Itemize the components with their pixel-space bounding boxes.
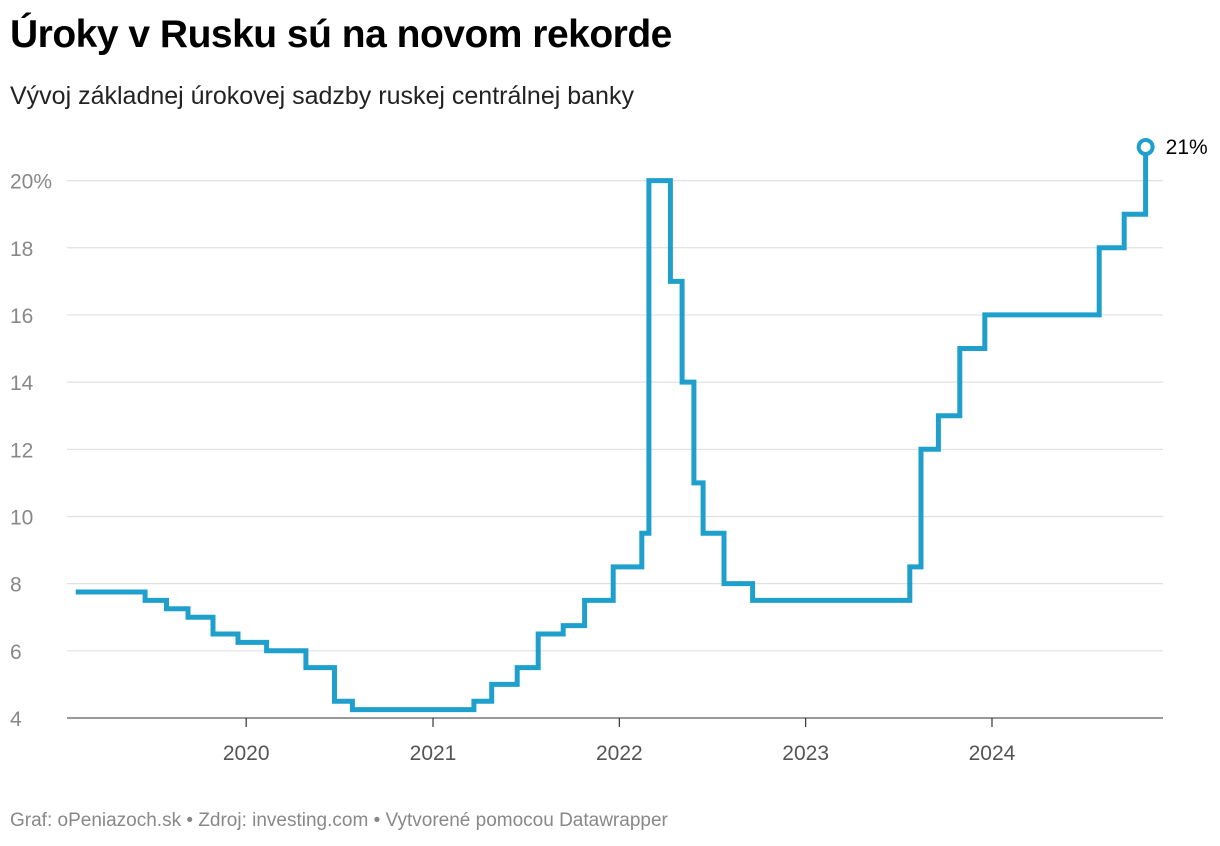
x-tick-label: 2020	[223, 742, 270, 765]
end-point-marker	[1136, 138, 1155, 156]
chart-subtitle: Vývoj základnej úrokovej sadzby ruskej c…	[10, 82, 634, 110]
y-tick-label: 6	[10, 641, 22, 664]
y-tick-label: 14	[10, 372, 34, 395]
y-tick-label: 10	[10, 506, 33, 529]
end-value-label: 21%	[1166, 136, 1208, 159]
x-axis	[245, 718, 993, 727]
label-layer: 4 6 8 10 12 14 16 18 20% 2020 2021 2022 2023 2024 21%	[10, 136, 1208, 765]
y-tick-label: 16	[10, 305, 33, 328]
policy-rate-line	[75, 147, 1149, 713]
x-tick-label: 2024	[969, 742, 1016, 765]
y-tick-label: 12	[10, 439, 33, 462]
line-chart: 4 6 8 10 12 14 16 18 20% 2020 2021 2022 2023 2024 21%	[10, 136, 1208, 765]
y-tick-label: 4	[10, 708, 22, 731]
y-tick-label: 8	[10, 574, 22, 597]
x-tick-label: 2021	[410, 742, 457, 765]
chart-footer: Graf: oPeniazoch.sk • Zdroj: investing.c…	[10, 810, 668, 831]
x-tick-label: 2022	[596, 742, 643, 765]
grid-layer	[67, 179, 1163, 719]
y-tick-label: 20%	[10, 171, 52, 194]
x-tick-label: 2023	[782, 742, 829, 765]
chart-title: Úroky v Rusku sú na novom rekorde	[10, 13, 672, 56]
series-layer	[75, 138, 1155, 713]
y-tick-label: 18	[10, 238, 33, 261]
